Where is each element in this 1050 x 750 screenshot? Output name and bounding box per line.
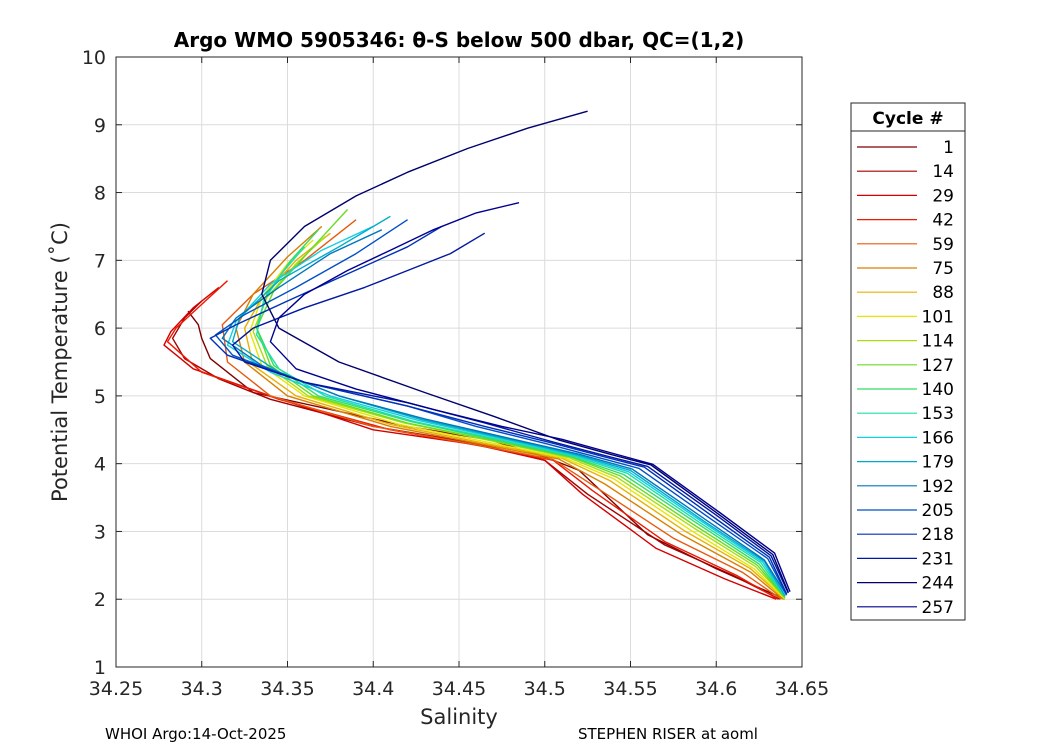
series-line-cycle-179 [231,215,786,597]
legend-entry-label: 257 [922,598,954,618]
series-line-cycle-218 [209,225,788,595]
legend-entry-label: 101 [922,307,954,327]
legend: Cycle # 11429425975881011141271401531661… [850,102,966,621]
y-tick-label: 7 [94,250,106,272]
series-line-cycle-88 [243,232,786,600]
x-tick-label: 34.65 [775,678,829,700]
y-tick-label: 9 [94,115,106,137]
x-tick-label: 34.5 [524,678,566,700]
legend-entry-label: 14 [932,162,954,182]
legend-entry-label: 218 [922,525,954,545]
x-tick-label: 34.35 [260,678,314,700]
legend-entry-label: 88 [932,283,954,303]
series-line-cycle-244 [261,110,789,593]
legend-entry-label: 29 [932,186,954,206]
series-line-cycle-153 [255,246,786,597]
legend-entry-label: 42 [932,211,954,231]
legend-entry-label: 192 [922,477,954,497]
legend-entry-label: 166 [922,428,954,448]
x-tick-label: 34.55 [603,678,657,700]
y-axis-label: Potential Temperature (˚C) [48,222,72,502]
series-line-cycle-101 [249,239,786,600]
legend-entry-label: 114 [922,332,954,352]
legend-entry-label: 244 [922,574,954,594]
x-axis-label: Salinity [420,705,498,729]
x-tick-label: 34.6 [695,678,737,700]
x-tick-label: 34.25 [89,678,143,700]
y-tick-label: 3 [94,521,106,543]
legend-entry-label: 179 [922,453,954,473]
chart-title: Argo WMO 5905346: θ-S below 500 dbar, QC… [174,28,744,52]
series-line-cycle-29 [163,286,777,600]
legend-entry-label: 140 [922,380,954,400]
legend-entries: 1142942597588101114127140153166179192205… [857,138,954,618]
series-line-cycle-114 [252,236,786,599]
series-layer [163,110,791,600]
series-line-cycle-257 [269,202,791,593]
ticks: 34.25 34.3 34.35 34.4 34.45 34.5 34.55 34.6 34.6… [82,47,829,700]
legend-entry-label: 59 [932,235,954,255]
y-tick-label: 5 [94,386,106,408]
legend-title: Cycle # [872,109,943,129]
y-tick-label: 8 [94,183,106,205]
x-tick-label: 34.4 [352,678,394,700]
y-tick-label: 4 [94,454,106,476]
y-tick-label: 6 [94,318,106,340]
x-tick-label: 34.3 [181,678,223,700]
series-line-cycle-231 [231,232,789,594]
legend-entry-label: 231 [922,549,954,569]
legend-entry-label: 205 [922,501,954,521]
legend-entry-label: 1 [943,138,954,158]
x-tick-label: 34.45 [432,678,486,700]
footer-left: WHOI Argo:14-Oct-2025 [105,725,287,743]
series-line-cycle-166 [226,225,786,597]
y-tick-label: 1 [94,657,106,679]
legend-entry-label: 153 [922,404,954,424]
footer-right: STEPHEN RISER at aoml [578,725,758,743]
legend-entry-label: 127 [922,356,954,376]
grid [115,56,803,668]
series-line-cycle-75 [235,225,784,600]
legend-entry-label: 75 [932,259,954,279]
y-tick-label: 2 [94,589,106,611]
series-line-cycle-140 [255,229,786,598]
y-tick-label: 10 [82,47,106,69]
series-line-cycle-192 [221,229,788,596]
